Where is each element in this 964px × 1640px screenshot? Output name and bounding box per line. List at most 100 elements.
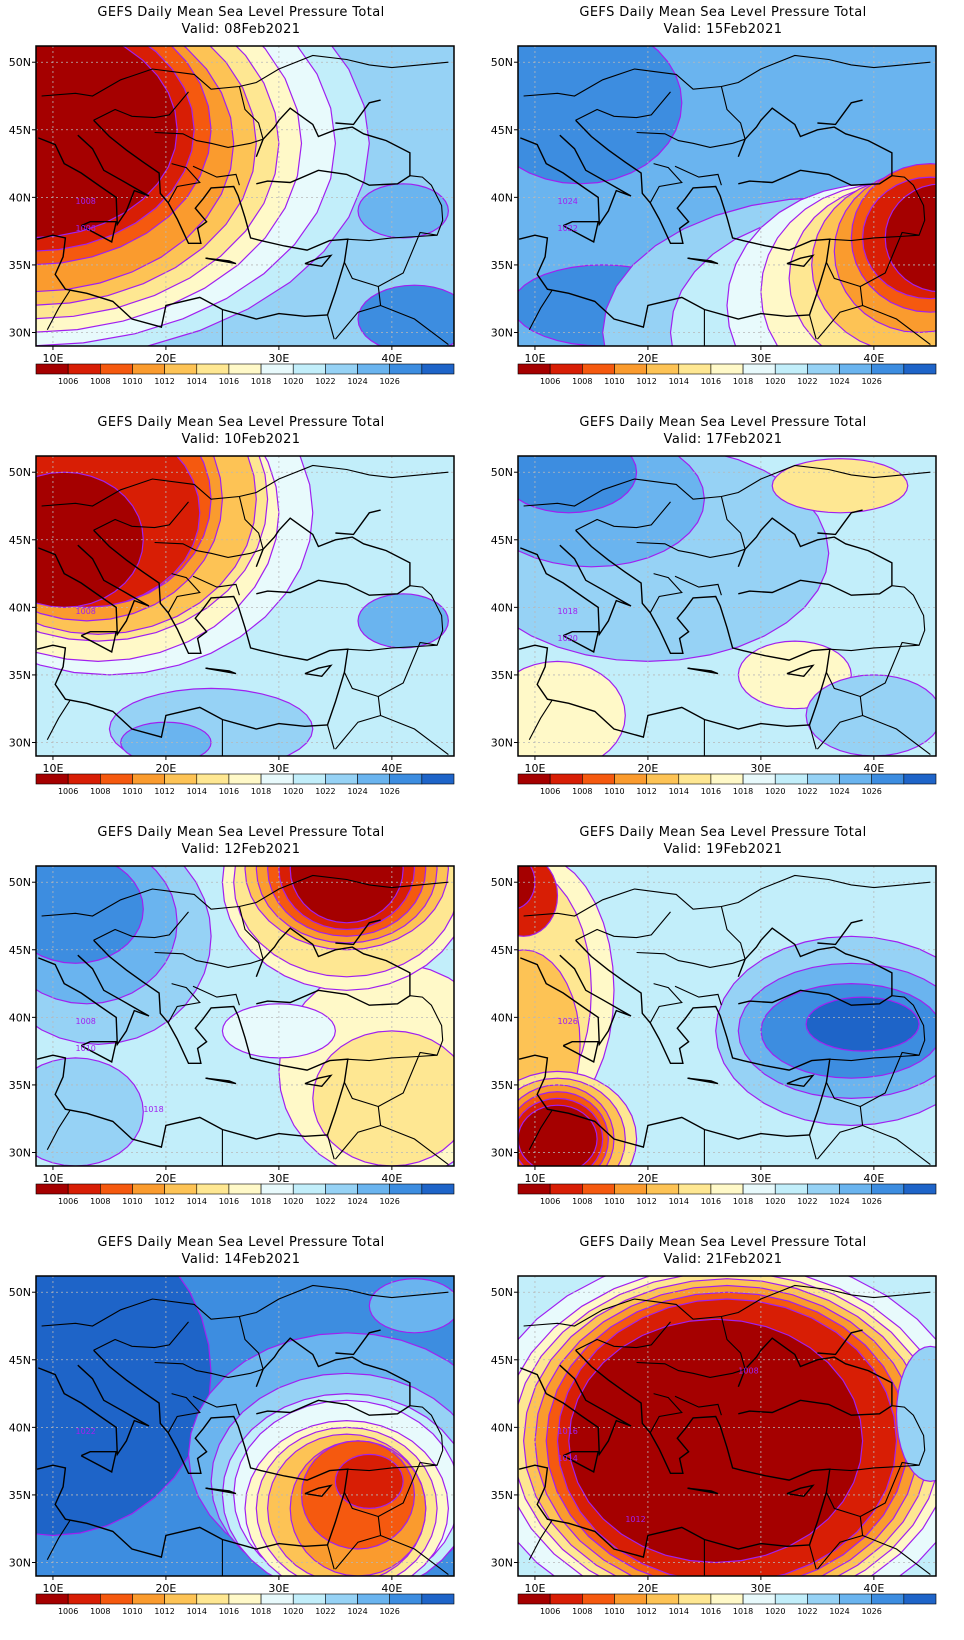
country-border [528, 1110, 553, 1151]
colorbar-label: 1010 [604, 377, 624, 386]
coastline [335, 919, 381, 946]
panel-valid-date: Valid: 21Feb2021 [663, 1252, 783, 1267]
country-border [238, 496, 264, 550]
colorbar-label: 1012 [636, 377, 656, 386]
colorbar-label: 1016 [219, 787, 239, 796]
contour-label: 1024 [558, 197, 578, 206]
coastline [786, 254, 815, 268]
lon-label: 20E [637, 1172, 658, 1185]
lon-label: 20E [155, 762, 176, 775]
country-border [93, 911, 189, 941]
colorbar-swatch [100, 363, 133, 375]
colorbar-label: 1006 [540, 377, 560, 386]
country-border [816, 1491, 864, 1570]
pressure-map: 1008 10E 20E 30E 40E 50N 45N 40N 35N 30N 1006 1008 1… [9, 455, 455, 796]
country-border [380, 1124, 449, 1166]
colorbar-swatch [132, 1593, 165, 1605]
pressure-band [805, 996, 920, 1052]
colorbar-label: 1022 [797, 787, 817, 796]
lat-label: 40N [491, 191, 513, 204]
country-border [636, 131, 746, 148]
colorbar-label: 1016 [219, 377, 239, 386]
colorbar-label: 1012 [154, 1607, 174, 1616]
colorbar-swatch [839, 1593, 872, 1605]
colorbar-label: 1020 [283, 787, 303, 796]
colorbar-label: 1022 [315, 1197, 335, 1206]
lon-label: 20E [155, 1582, 176, 1595]
lon-label: 40E [863, 1172, 884, 1185]
country-border [828, 1405, 926, 1472]
colorbar-label: 1024 [829, 377, 849, 386]
country-border [154, 1361, 264, 1378]
coastline [575, 1349, 831, 1546]
colorbar-label: 1008 [572, 787, 592, 796]
country-border [380, 1534, 449, 1576]
pressure-band [518, 456, 638, 514]
colorbar-label: 1006 [58, 377, 78, 386]
lon-label: 30E [268, 352, 289, 365]
colorbar-label: 1026 [380, 1607, 400, 1616]
colorbar-label: 1010 [122, 377, 142, 386]
coastline [575, 529, 831, 726]
lat-label: 30N [491, 1146, 513, 1159]
country-border [46, 1110, 71, 1151]
colorbar-label: 1006 [540, 1197, 560, 1206]
pressure-band [518, 46, 683, 185]
lat-label: 45N [9, 124, 31, 137]
colorbar-swatch [582, 773, 615, 785]
colorbar-swatch [582, 1183, 615, 1195]
coastline [562, 1451, 600, 1473]
lat-label: 50N [491, 876, 513, 889]
colorbar-swatch [839, 773, 872, 785]
colorbar-swatch [614, 1183, 647, 1195]
colorbar-label: 1022 [315, 787, 335, 796]
coastline [80, 221, 118, 243]
country-border [346, 995, 444, 1062]
colorbar-swatch [710, 363, 744, 375]
lat-label: 50N [9, 876, 31, 889]
coastline [38, 134, 150, 227]
coastline [205, 1077, 237, 1085]
panel-title: GEFS Daily Mean Sea Level Pressure Total [97, 415, 385, 430]
panel-valid-date: Valid: 17Feb2021 [663, 432, 783, 447]
coastline [38, 544, 150, 637]
colorbar-swatch [903, 1183, 937, 1195]
colorbar-swatch [67, 773, 101, 785]
colorbar-label: 1020 [283, 1607, 303, 1616]
colorbar-label: 1006 [540, 787, 560, 796]
coastline [304, 664, 333, 678]
map-frame [35, 865, 455, 1167]
colorbar-label: 1024 [347, 377, 367, 386]
coastline [255, 1337, 411, 1416]
country-border [192, 575, 240, 596]
colorbar-label: 1022 [315, 377, 335, 386]
colorbar-label: 1014 [187, 1197, 207, 1206]
country-border [808, 1134, 817, 1160]
coastline [335, 99, 381, 126]
colorbar-label: 1014 [669, 787, 689, 796]
colorbar-swatch [228, 363, 262, 375]
lat-label: 50N [9, 56, 31, 69]
pressure-map: 1016 1014 1012 1008 10E 20E 30E 40E 50N 45N 40N 35N… [491, 1275, 937, 1616]
country-border [238, 1316, 264, 1370]
colorbar-swatch [517, 773, 551, 785]
lat-label: 40N [491, 601, 513, 614]
pressure-band [368, 1278, 454, 1334]
lat-label: 45N [9, 1354, 31, 1367]
colorbar-swatch [742, 363, 776, 375]
panel-valid-date: Valid: 15Feb2021 [663, 22, 783, 37]
country-border [816, 1081, 864, 1160]
map-frame [517, 455, 937, 757]
coastline [255, 107, 411, 186]
country-border [720, 1316, 746, 1370]
lon-label: 40E [863, 352, 884, 365]
coastline [255, 517, 411, 596]
country-border [378, 1461, 438, 1517]
colorbar-label: 1008 [572, 1197, 592, 1206]
country-border [674, 985, 722, 1006]
colorbar-label: 1020 [765, 1197, 785, 1206]
lat-label: 30N [9, 736, 31, 749]
map-panel: GEFS Daily Mean Sea Level Pressure Total… [482, 1230, 964, 1640]
colorbar-swatch [774, 363, 808, 375]
lon-label: 30E [750, 352, 771, 365]
